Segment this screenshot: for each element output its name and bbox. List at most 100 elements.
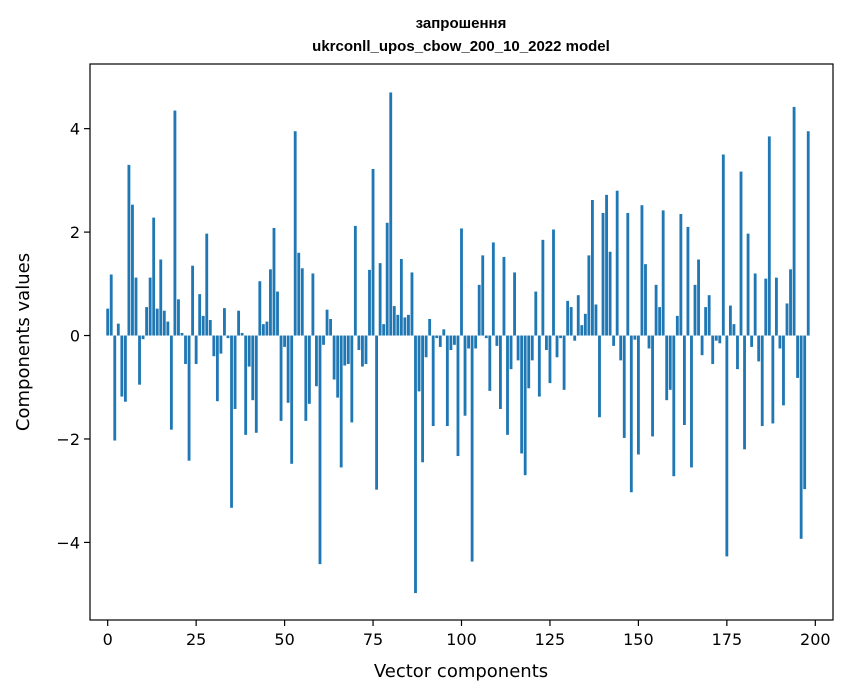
bar-component-71 bbox=[357, 335, 361, 351]
bar-component-193 bbox=[789, 269, 792, 336]
bar-component-195 bbox=[796, 335, 800, 378]
bar-component-123 bbox=[541, 239, 545, 336]
bar-component-121 bbox=[534, 291, 538, 336]
bar-component-190 bbox=[778, 335, 782, 349]
bar-component-100 bbox=[460, 228, 463, 336]
bar-component-87 bbox=[414, 335, 417, 594]
bar-component-160 bbox=[672, 335, 676, 477]
bar-component-101 bbox=[463, 335, 467, 416]
bar-component-96 bbox=[445, 335, 449, 427]
bar-component-168 bbox=[700, 335, 704, 356]
bar-component-175 bbox=[725, 335, 729, 557]
bar-component-192 bbox=[785, 303, 789, 336]
bar-component-138 bbox=[594, 304, 598, 336]
bar-component-16 bbox=[162, 310, 166, 336]
bar-component-179 bbox=[739, 171, 743, 336]
bar-component-119 bbox=[527, 335, 531, 389]
bar-component-53 bbox=[293, 131, 297, 336]
bar-component-162 bbox=[679, 213, 683, 336]
bar-component-24 bbox=[191, 265, 195, 336]
bar-component-15 bbox=[159, 259, 163, 336]
bar-component-11 bbox=[145, 307, 149, 336]
bar-component-52 bbox=[290, 335, 294, 464]
bar-component-56 bbox=[304, 335, 308, 421]
bar-component-174 bbox=[721, 154, 725, 336]
bar-component-133 bbox=[576, 295, 580, 336]
bar-component-69 bbox=[350, 335, 354, 423]
bar-component-109 bbox=[491, 242, 495, 336]
x-tick-label: 125 bbox=[535, 630, 566, 649]
bar-component-126 bbox=[552, 229, 555, 336]
bar-component-64 bbox=[332, 335, 336, 380]
bar-component-42 bbox=[254, 335, 258, 433]
bar-component-74 bbox=[368, 269, 371, 336]
bar-component-185 bbox=[760, 335, 764, 427]
bar-component-177 bbox=[732, 324, 736, 336]
bar-component-142 bbox=[608, 251, 612, 336]
bar-component-23 bbox=[187, 335, 191, 461]
plot-frame bbox=[89, 63, 834, 621]
bar-component-2 bbox=[113, 335, 117, 441]
bar-component-43 bbox=[258, 281, 262, 336]
bar-component-122 bbox=[537, 335, 541, 397]
bar-component-0 bbox=[106, 308, 110, 336]
bar-component-62 bbox=[325, 309, 329, 336]
bar-component-77 bbox=[378, 263, 382, 336]
bar-component-182 bbox=[750, 335, 754, 347]
bar-component-54 bbox=[297, 252, 301, 336]
bar-component-172 bbox=[714, 335, 718, 341]
bar-component-50 bbox=[283, 335, 287, 347]
bar-component-88 bbox=[417, 335, 421, 392]
bar-component-171 bbox=[711, 335, 715, 364]
bar-component-36 bbox=[233, 335, 237, 409]
bar-component-139 bbox=[598, 335, 601, 418]
bar-component-141 bbox=[605, 194, 608, 336]
bar-component-90 bbox=[424, 335, 428, 358]
bar-component-173 bbox=[718, 335, 722, 344]
bar-component-32 bbox=[219, 335, 223, 354]
bar-component-33 bbox=[223, 308, 226, 336]
y-axis-label: Components values bbox=[13, 253, 34, 431]
bar-component-73 bbox=[364, 335, 368, 364]
bar-component-125 bbox=[548, 335, 552, 384]
bar-component-136 bbox=[587, 255, 591, 336]
bar-component-164 bbox=[686, 226, 690, 336]
bar-component-89 bbox=[421, 335, 424, 463]
bar-component-143 bbox=[612, 335, 616, 346]
bar-component-152 bbox=[644, 264, 647, 336]
bar-component-196 bbox=[799, 335, 803, 539]
bar-component-67 bbox=[343, 335, 347, 366]
x-tick-label: 25 bbox=[186, 630, 206, 649]
bar-component-3 bbox=[116, 323, 120, 336]
bar-component-104 bbox=[474, 335, 478, 349]
bar-component-149 bbox=[633, 335, 637, 340]
bar-component-55 bbox=[300, 268, 304, 336]
bar-component-13 bbox=[152, 217, 156, 336]
bar-component-79 bbox=[385, 222, 389, 336]
bar-component-130 bbox=[566, 300, 570, 336]
bar-component-51 bbox=[286, 335, 290, 403]
bar-component-159 bbox=[668, 335, 672, 390]
bar-component-169 bbox=[704, 307, 708, 336]
bar-component-94 bbox=[438, 335, 442, 347]
bar-component-176 bbox=[728, 305, 732, 336]
bar-component-153 bbox=[647, 335, 651, 349]
bar-component-158 bbox=[665, 335, 669, 401]
bar-component-144 bbox=[615, 190, 619, 336]
bar-component-63 bbox=[329, 318, 333, 336]
bar-component-127 bbox=[555, 335, 559, 358]
bar-component-191 bbox=[782, 335, 785, 406]
bar-component-10 bbox=[141, 335, 145, 340]
bar-component-38 bbox=[240, 332, 244, 336]
bar-component-111 bbox=[499, 335, 502, 409]
bar-component-163 bbox=[682, 335, 686, 426]
bar-component-49 bbox=[279, 335, 283, 421]
bar-component-103 bbox=[470, 335, 474, 562]
x-tick-label: 100 bbox=[446, 630, 477, 649]
bar-component-181 bbox=[746, 233, 750, 336]
bar-component-45 bbox=[265, 321, 269, 336]
bar-component-7 bbox=[131, 204, 134, 336]
bar-component-129 bbox=[562, 335, 566, 390]
bar-component-187 bbox=[767, 136, 771, 336]
bar-component-27 bbox=[201, 315, 205, 336]
